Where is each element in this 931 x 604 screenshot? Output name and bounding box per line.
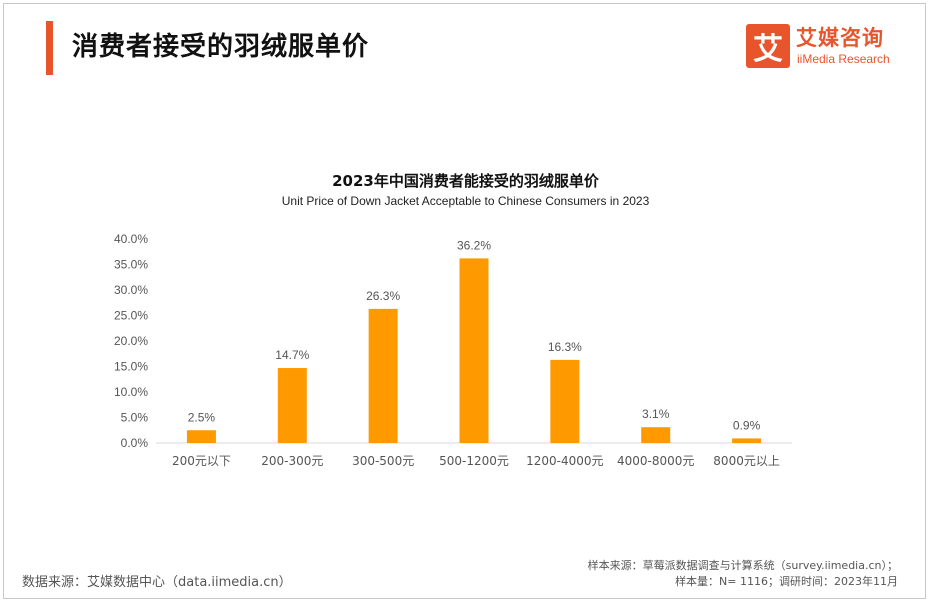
- sample-size-date: 样本量：N= 1116；调研时间：2023年11月: [675, 575, 898, 588]
- x-tick-label: 8000元以上: [713, 454, 780, 468]
- y-tick-label: 40.0%: [114, 232, 148, 246]
- sample-source: 样本来源：草莓派数据调查与计算系统（survey.iimedia.cn）；: [587, 559, 898, 572]
- x-tick-label: 1200-4000元: [526, 454, 603, 468]
- y-tick-label: 20.0%: [114, 334, 148, 348]
- x-tick-label: 500-1200元: [439, 454, 509, 468]
- y-tick-label: 35.0%: [114, 258, 148, 272]
- y-tick-label: 10.0%: [114, 385, 148, 399]
- x-tick-label: 200元以下: [172, 454, 231, 468]
- data-label: 14.7%: [275, 348, 309, 362]
- title-accent-bar: [46, 21, 53, 75]
- logo-en-text: iiMedia Research: [797, 52, 890, 66]
- iimedia-logo: 艾 艾媒咨询 iiMedia Research: [746, 24, 896, 74]
- bar: [732, 438, 762, 443]
- bar: [459, 258, 489, 443]
- y-tick-label: 25.0%: [114, 309, 148, 323]
- chart-subtitle: Unit Price of Down Jacket Acceptable to …: [281, 194, 650, 208]
- x-tick-label: 200-300元: [261, 454, 323, 468]
- y-tick-label: 30.0%: [114, 283, 148, 297]
- data-label: 36.2%: [457, 238, 491, 252]
- data-label: 0.9%: [733, 418, 761, 432]
- bar: [550, 359, 580, 443]
- chart-title: 2023年中国消费者能接受的羽绒服单价: [332, 172, 599, 190]
- logo-cn-text: 艾媒咨询: [796, 26, 884, 50]
- data-label: 2.5%: [188, 410, 216, 424]
- data-source: 数据来源：艾媒数据中心（data.iimedia.cn）: [22, 575, 292, 590]
- y-tick-label: 0.0%: [121, 436, 149, 450]
- y-tick-label: 15.0%: [114, 360, 148, 374]
- x-tick-label: 4000-8000元: [617, 454, 694, 468]
- sample-info: 样本来源：草莓派数据调查与计算系统（survey.iimedia.cn）； 样本…: [498, 558, 898, 590]
- data-label: 3.1%: [642, 407, 670, 421]
- x-tick-label: 300-500元: [352, 454, 414, 468]
- y-tick-label: 5.0%: [121, 411, 149, 425]
- data-label: 26.3%: [366, 289, 400, 303]
- page-title: 消费者接受的羽绒服单价: [72, 32, 370, 62]
- bar: [368, 308, 398, 443]
- bar: [277, 368, 307, 443]
- bar: [641, 427, 671, 443]
- data-label: 16.3%: [548, 340, 582, 354]
- logo-mark: 艾: [746, 24, 790, 68]
- bar: [186, 430, 216, 443]
